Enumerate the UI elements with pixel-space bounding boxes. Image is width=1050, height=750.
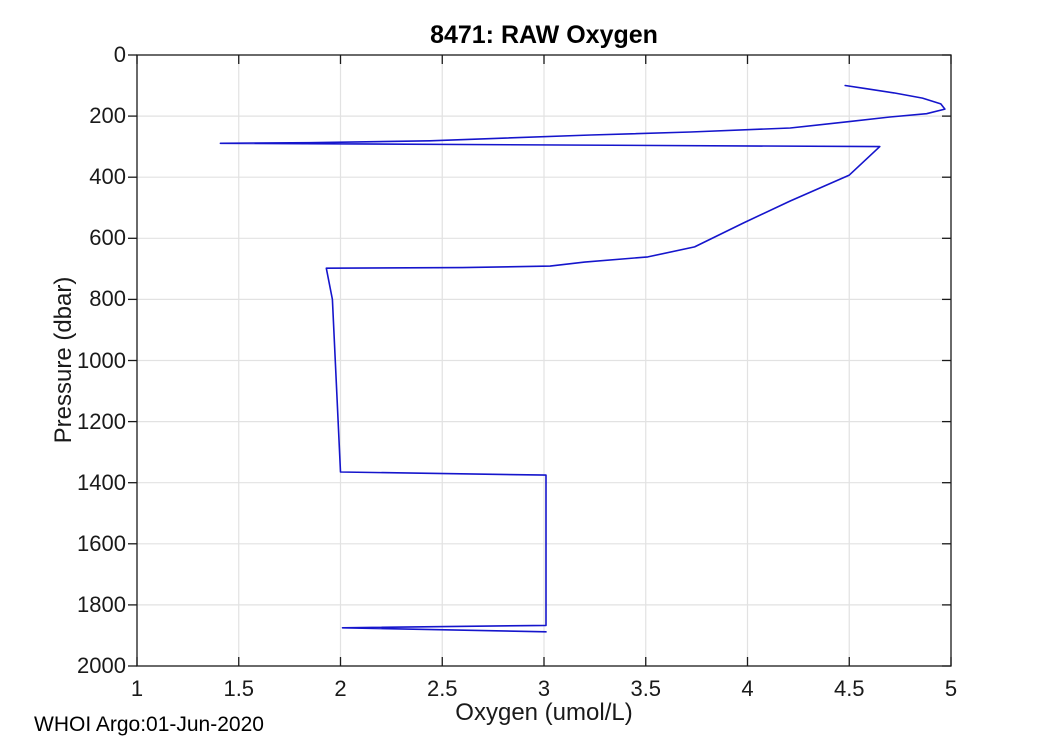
chart-title: 8471: RAW Oxygen (430, 21, 658, 49)
x-tick-label: 1.5 (223, 676, 255, 701)
profile-line (219, 84, 946, 633)
x-tick-label: 2 (334, 676, 347, 701)
y-tick-label: 200 (89, 103, 126, 129)
y-axis-label: Pressure (dbar) (50, 276, 77, 444)
y-tick-label: 1800 (77, 591, 126, 617)
x-tick-label: 2.5 (426, 676, 458, 701)
x-tick-label: 3 (537, 676, 551, 701)
y-tick-label: 400 (89, 164, 126, 190)
x-axis-label: Oxygen (umol/L) (455, 699, 633, 726)
x-tick-label: 5 (944, 676, 958, 701)
y-tick-label: 1600 (77, 530, 126, 556)
x-tick-label: 3.5 (630, 676, 662, 701)
x-tick-label: 4.5 (833, 676, 865, 701)
footer-text: WHOI Argo:01-Jun-2020 (34, 713, 264, 736)
x-tick-label: 4 (741, 676, 754, 701)
y-tick-label: 1200 (77, 408, 126, 434)
y-tick-label: 800 (89, 286, 126, 312)
y-tick-label: 1400 (77, 469, 126, 495)
x-tick-label: 1 (130, 676, 144, 701)
y-tick-label: 0 (113, 42, 126, 67)
y-tick-label: 1000 (77, 347, 126, 373)
y-tick-label: 2000 (77, 653, 126, 678)
y-tick-label: 600 (89, 225, 126, 251)
